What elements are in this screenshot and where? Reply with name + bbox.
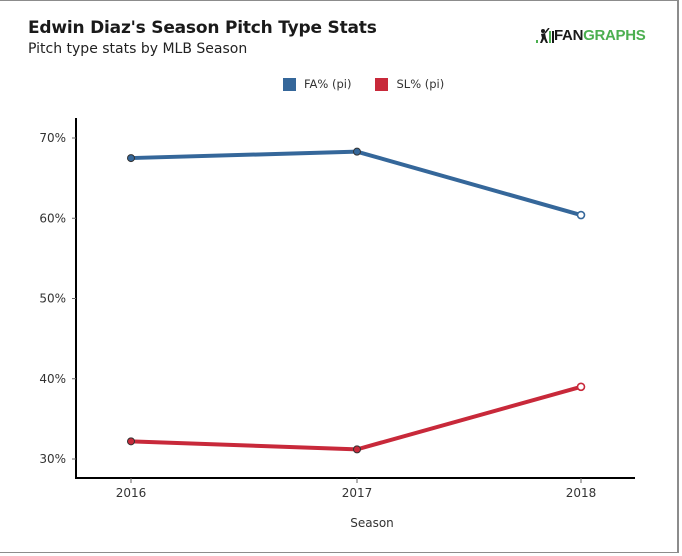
data-point-sl-2016 <box>127 437 135 446</box>
legend-swatch-sl <box>375 77 389 91</box>
axes: 30% 40% 50% 60% 70% 2016 2017 2018 <box>39 118 635 500</box>
data-point-fa-2016 <box>127 154 135 163</box>
legend: FA% (pi) SL% (pi) <box>283 77 468 91</box>
y-tick-label: 70% <box>39 131 66 145</box>
legend-label-sl: SL% (pi) <box>396 77 445 91</box>
data-point-fa-2018 <box>576 210 586 220</box>
data-point-fa-2017 <box>353 147 361 156</box>
legend-label-fa: FA% (pi) <box>304 77 352 91</box>
data-point-sl-2017 <box>353 445 361 454</box>
series-line-sl <box>129 384 583 452</box>
x-axis-label: Season <box>350 516 394 530</box>
y-tick-label: 50% <box>39 292 66 306</box>
chart-title: Edwin Diaz's Season Pitch Type Stats <box>28 18 377 38</box>
x-tick-label: 2017 <box>342 486 373 500</box>
x-tick-label: 2016 <box>116 486 147 500</box>
logo-text-fan: FAN <box>554 27 584 44</box>
y-tick-label: 30% <box>39 452 66 466</box>
batter-icon <box>536 27 554 43</box>
y-tick-label: 60% <box>39 211 66 225</box>
logo-text-graphs: GRAPHS <box>583 27 646 44</box>
series-group <box>127 147 586 454</box>
legend-swatch-fa <box>283 77 296 91</box>
legend-item-fa[interactable]: FA% (pi) <box>283 77 351 91</box>
chart-subtitle: Pitch type stats by MLB Season <box>28 41 248 57</box>
x-tick-label: 2018 <box>566 486 597 500</box>
legend-item-sl[interactable]: SL% (pi) <box>375 77 444 91</box>
series-line-fa <box>129 149 583 218</box>
data-point-sl-2018 <box>576 382 586 392</box>
y-tick-label: 40% <box>39 372 66 386</box>
fangraphs-logo[interactable]: FAN GRAPHS <box>536 27 646 44</box>
